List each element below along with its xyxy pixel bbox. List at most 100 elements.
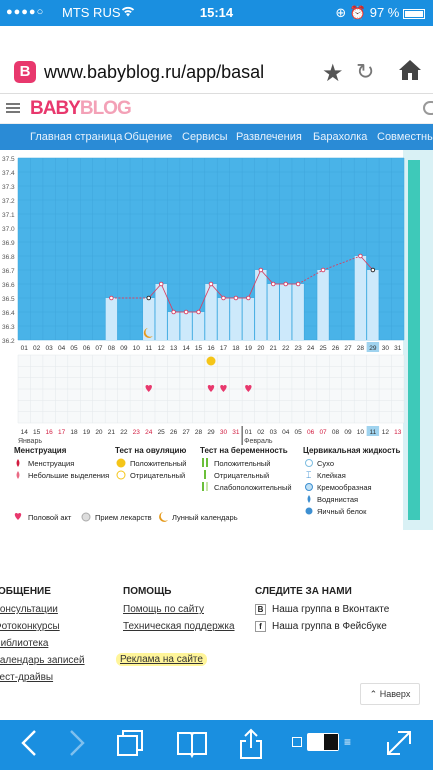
temperature-line-segment (297, 269, 324, 285)
status-bar: ●●●●○ MTS RUS 15:14 ⊕ ⏰ 97 % (0, 0, 433, 26)
temperature-line-segment (260, 269, 274, 285)
menu-icon[interactable] (6, 103, 20, 113)
temperature-bar (367, 270, 379, 340)
home-icon[interactable] (398, 59, 422, 88)
nav-item-flea-market[interactable]: Барахолка (313, 131, 368, 143)
chart-scroll-track[interactable] (408, 160, 420, 520)
temperature-bar (192, 312, 205, 340)
footer-link-library[interactable]: Библиотека (0, 638, 49, 649)
nav-item-joint-purchases[interactable]: Совместные (377, 131, 433, 143)
temperature-line-segment (247, 269, 262, 299)
tabs-icon[interactable] (115, 728, 145, 765)
y-tick-label: 37.1 (2, 212, 15, 219)
sex-heart-marker[interactable] (145, 385, 152, 392)
reload-icon[interactable]: ↻ (356, 59, 375, 84)
nav-item-communication[interactable]: Общение (124, 131, 173, 143)
browser-address-bar: B www.babyblog.ru/app/basal ★ ↻ (0, 26, 433, 94)
x-tick-label: 05 (70, 345, 78, 352)
back-icon[interactable] (20, 728, 38, 765)
x-tick-label: 19 (245, 345, 253, 352)
temperature-point[interactable] (158, 281, 164, 287)
ovulation-positive-marker[interactable] (206, 356, 216, 366)
temperature-point[interactable] (221, 295, 226, 301)
footer-link-consultations[interactable]: Консультации (0, 604, 58, 615)
fullscreen-icon[interactable] (384, 728, 414, 765)
x-tick-label: 21 (270, 345, 278, 352)
sex-heart-marker[interactable] (207, 385, 215, 392)
temperature-line-segment (360, 255, 374, 271)
nav-item-home[interactable]: Главная страница (30, 131, 123, 143)
alarm-icon: ⏰ (349, 5, 367, 20)
back-to-top-button[interactable]: ⌃ Наверх (360, 683, 420, 705)
legend-cervical-sticky: Клейкая (317, 471, 346, 480)
bookmarks-book-icon[interactable] (176, 728, 208, 765)
sex-heart-marker[interactable] (220, 385, 227, 392)
reader-mode-toggle[interactable]: ≡ (292, 733, 351, 751)
y-tick-label: 36.3 (2, 324, 15, 331)
cycle-day-label: 11 (369, 429, 376, 436)
temperature-point[interactable] (196, 309, 201, 315)
status-right: ⊕ ⏰ 97 % (335, 5, 425, 21)
temperature-bar (180, 312, 192, 340)
cycle-day-label: 01 (245, 429, 253, 436)
legend-cervical-title: Цервикальная жидкость (303, 446, 400, 455)
footer-social-fb[interactable]: f Наша группа в Фейсбуке (255, 621, 387, 632)
bookmark-star-icon[interactable]: ★ (322, 60, 344, 87)
temperature-point[interactable] (146, 295, 151, 301)
temperature-point[interactable] (283, 281, 288, 287)
x-tick-label: 10 (133, 345, 141, 352)
footer-link-help[interactable]: Помощь по сайту (123, 604, 204, 615)
footer-link-fb[interactable]: Наша группа в Фейсбуке (272, 621, 387, 632)
cycle-day-label: 18 (70, 429, 78, 436)
text-lines-icon: ≡ (344, 735, 352, 749)
temperature-point[interactable] (246, 295, 251, 301)
y-tick-label: 36.8 (2, 254, 15, 261)
x-tick-label: 24 (307, 345, 315, 352)
temperature-point[interactable] (183, 309, 189, 315)
cervical-sticky-icon: ⌶ (306, 470, 311, 480)
facebook-icon: f (255, 621, 266, 632)
temperature-point[interactable] (271, 281, 276, 287)
temperature-point[interactable] (109, 295, 114, 301)
nav-item-entertainment[interactable]: Развлечения (236, 131, 302, 143)
sex-heart-marker[interactable] (245, 385, 252, 392)
footer-link-advertising[interactable]: Реклама на сайте (116, 653, 207, 666)
site-footer: ОБЩЕНИЕ Консультации Фотоконкурсы Библио… (0, 560, 433, 720)
temperature-bar (279, 284, 292, 340)
site-logo[interactable]: BABYBLOG (30, 98, 132, 120)
legend-spotting: Небольшие выделения (28, 471, 109, 480)
footer-link-vk[interactable]: Наша группа в Вконтакте (272, 604, 390, 615)
share-icon[interactable] (238, 728, 264, 767)
footer-link-photo-contests[interactable]: Фотоконкурсы (0, 621, 60, 632)
toggle-switch[interactable] (307, 733, 339, 751)
y-tick-label: 37.3 (2, 184, 15, 191)
footer-link-calendar[interactable]: Календарь записей (0, 655, 85, 666)
messages-icon[interactable] (423, 101, 433, 115)
cycle-day-label: 16 (46, 429, 54, 436)
url-field[interactable]: www.babyblog.ru/app/basal (44, 62, 265, 82)
temperature-bar (267, 284, 279, 340)
browser-toolbar: ≡ (0, 720, 433, 770)
cycle-day-label: 13 (394, 429, 402, 436)
footer-social-vk[interactable]: В Наша группа в Вконтакте (255, 604, 389, 615)
temperature-point[interactable] (358, 253, 363, 259)
cervical-dry-icon (305, 459, 313, 467)
chevron-up-icon: ⌃ (369, 689, 378, 699)
temperature-point[interactable] (171, 309, 176, 315)
temperature-point[interactable] (370, 267, 376, 273)
x-tick-label: 11 (145, 345, 152, 352)
temperature-point[interactable] (208, 281, 214, 287)
temperature-point[interactable] (258, 267, 264, 273)
temperature-bar (167, 312, 180, 340)
footer-link-test-drives[interactable]: Тест-драйвы (0, 672, 54, 683)
x-tick-label: 07 (95, 345, 103, 352)
temperature-point[interactable] (295, 281, 301, 287)
legend-pregnancy-weak: Слабоположительный (214, 483, 292, 492)
temperature-point[interactable] (320, 267, 326, 273)
footer-link-support[interactable]: Техническая поддержка (123, 621, 235, 632)
cycle-day-label: 28 (195, 429, 203, 436)
temperature-point[interactable] (233, 295, 239, 301)
nav-item-services[interactable]: Сервисы (182, 131, 228, 143)
back-to-top-label: Наверх (379, 689, 411, 699)
temperature-bar (217, 298, 230, 340)
